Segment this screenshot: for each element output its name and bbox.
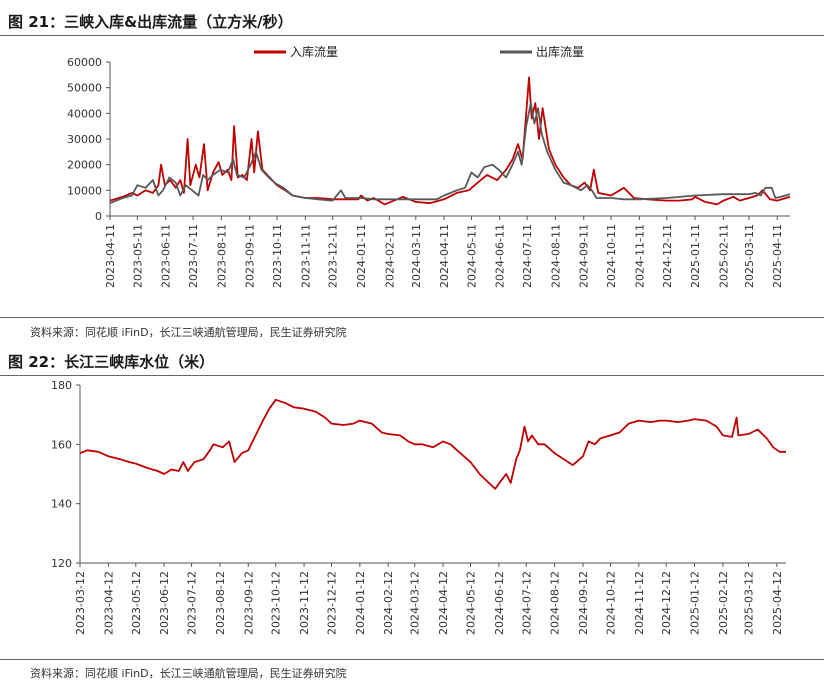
figure1-title-rule: [0, 35, 824, 36]
x-tick-label: 2023-11-12: [298, 571, 311, 635]
x-tick-label: 2024-05-11: [465, 224, 478, 288]
x-tick-label: 2023-09-12: [242, 571, 255, 635]
x-tick-label: 2023-07-12: [186, 571, 199, 635]
x-tick-label: 2024-03-12: [409, 571, 422, 635]
x-tick-label: 2024-10-11: [605, 224, 618, 288]
figure2-title: 图 22：长江三峡库水位（米）: [8, 353, 215, 371]
x-tick-label: 2023-04-12: [102, 571, 115, 635]
x-tick-label: 2025-03-11: [743, 224, 756, 288]
x-tick-label: 2024-02-11: [383, 224, 396, 288]
x-tick-label: 2024-05-12: [464, 571, 477, 635]
y-tick-label: 0: [95, 210, 102, 223]
x-tick-label: 2023-12-12: [325, 571, 338, 635]
x-tick-label: 2024-07-11: [521, 224, 534, 288]
y-tick-label: 120: [51, 557, 72, 570]
x-tick-label: 2023-08-11: [215, 224, 228, 288]
x-tick-label: 2024-07-12: [520, 571, 533, 635]
x-tick-label: 2024-01-11: [355, 224, 368, 288]
x-tick-label: 2023-05-11: [131, 224, 144, 288]
series-line-1: [109, 102, 791, 205]
x-tick-label: 2023-05-12: [130, 571, 143, 635]
x-tick-label: 2025-01-12: [689, 571, 702, 635]
figure2-source: 资料来源：同花顺 iFinD，长江三峡通航管理局，民生证券研究院: [30, 667, 347, 680]
x-tick-label: 2025-03-12: [743, 571, 756, 635]
x-tick-label: 2024-11-12: [633, 571, 646, 635]
x-tick-label: 2024-02-12: [382, 571, 395, 635]
x-tick-label: 2024-08-11: [549, 224, 562, 288]
y-tick-label: 20000: [67, 159, 102, 172]
x-tick-label: 2025-02-12: [717, 571, 730, 635]
x-tick-label: 2023-10-11: [271, 224, 284, 288]
x-tick-label: 2025-04-12: [771, 571, 784, 635]
figure1-source: 资料来源：同花顺 iFinD，长江三峡通航管理局，民生证券研究院: [30, 326, 347, 339]
x-tick-label: 2023-06-11: [160, 224, 173, 288]
x-tick-label: 2025-01-11: [689, 224, 702, 288]
x-tick-label: 2023-09-11: [244, 224, 257, 288]
x-tick-label: 2023-07-11: [187, 224, 200, 288]
x-tick-label: 2024-08-12: [549, 571, 562, 635]
series-line-0: [79, 398, 786, 490]
x-tick-label: 2023-12-11: [327, 224, 340, 288]
x-tick-label: 2023-08-12: [214, 571, 227, 635]
y-tick-label: 30000: [67, 133, 102, 146]
series-line-0: [109, 76, 791, 206]
figure1-source-rule: [0, 317, 824, 318]
x-tick-label: 2023-06-12: [158, 571, 171, 635]
y-tick-label: 10000: [67, 184, 102, 197]
x-tick-label: 2024-06-11: [494, 224, 507, 288]
y-tick-label: 140: [51, 498, 72, 511]
legend-label-1: 出库流量: [536, 44, 584, 59]
x-tick-label: 2024-01-12: [354, 571, 367, 635]
x-tick-label: 2024-12-11: [661, 224, 674, 288]
x-tick-label: 2024-04-12: [437, 571, 450, 635]
x-tick-label: 2023-10-12: [270, 571, 283, 635]
x-tick-label: 2024-12-12: [660, 571, 673, 635]
y-tick-label: 180: [51, 379, 72, 392]
x-tick-label: 2025-02-11: [717, 224, 730, 288]
x-tick-label: 2023-11-11: [299, 224, 312, 288]
y-tick-label: 40000: [67, 107, 102, 120]
figure2-source-rule: [0, 659, 824, 660]
x-tick-label: 2024-10-12: [604, 571, 617, 635]
x-tick-label: 2024-04-11: [438, 224, 451, 288]
figure2-title-rule: [0, 375, 824, 376]
x-tick-label: 2023-04-11: [104, 224, 117, 288]
figure1-title: 图 21：三峡入库&出库流量（立方米/秒）: [8, 13, 293, 31]
y-tick-label: 160: [51, 438, 72, 451]
x-tick-label: 2024-03-11: [410, 224, 423, 288]
x-tick-label: 2024-06-12: [493, 571, 506, 635]
inflow-outflow-chart: 0 10000 20000 30000 40000 50000 60000 2023-04-1…: [67, 44, 791, 288]
water-level-chart: 120 140 160 180 2023-03-12 2023-04-12 2023-05-…: [51, 379, 786, 635]
y-tick-label: 60000: [67, 56, 102, 69]
x-tick-label: 2024-11-11: [633, 224, 646, 288]
x-tick-label: 2024-09-11: [578, 224, 591, 288]
legend-label-0: 入库流量: [290, 44, 338, 59]
x-tick-label: 2025-04-11: [771, 224, 784, 288]
x-tick-label: 2023-03-12: [74, 571, 87, 635]
x-tick-label: 2024-09-12: [577, 571, 590, 635]
y-tick-label: 50000: [67, 82, 102, 95]
